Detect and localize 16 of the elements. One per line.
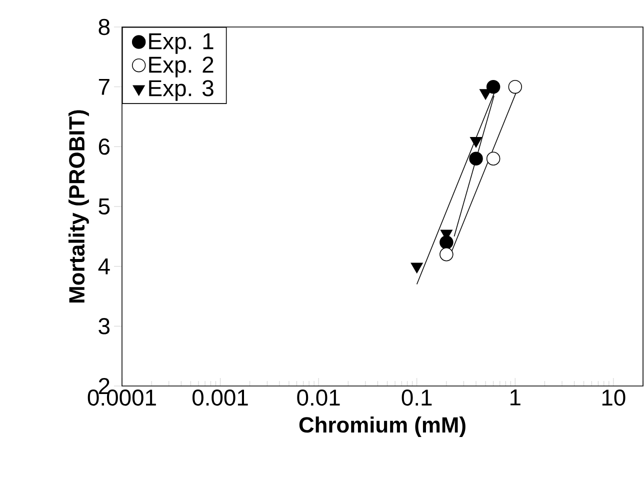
legend-label: Exp. 1 (149, 33, 214, 54)
x-axis-title: Chromium (mM) (299, 416, 466, 437)
y-tick-label: 3 (98, 318, 110, 334)
y-tick-label: 7 (98, 78, 110, 95)
legend-label: Exp. 2 (149, 56, 214, 78)
x-tick-label: 10 (602, 390, 626, 406)
y-tick-label: 6 (98, 138, 110, 155)
y-tick-label: 8 (98, 18, 110, 36)
y-tick-label: 5 (98, 198, 110, 214)
x-tick-label: 1 (510, 390, 520, 406)
x-tick-label: 0.001 (192, 390, 248, 406)
x-tick-label: 0.01 (297, 390, 340, 406)
legend-label: Exp. 3 (149, 80, 214, 101)
y-axis-title: Mortality (PROBIT) (68, 110, 89, 302)
x-tick-label: 0.1 (402, 390, 432, 406)
y-tick-label: 4 (98, 258, 110, 274)
